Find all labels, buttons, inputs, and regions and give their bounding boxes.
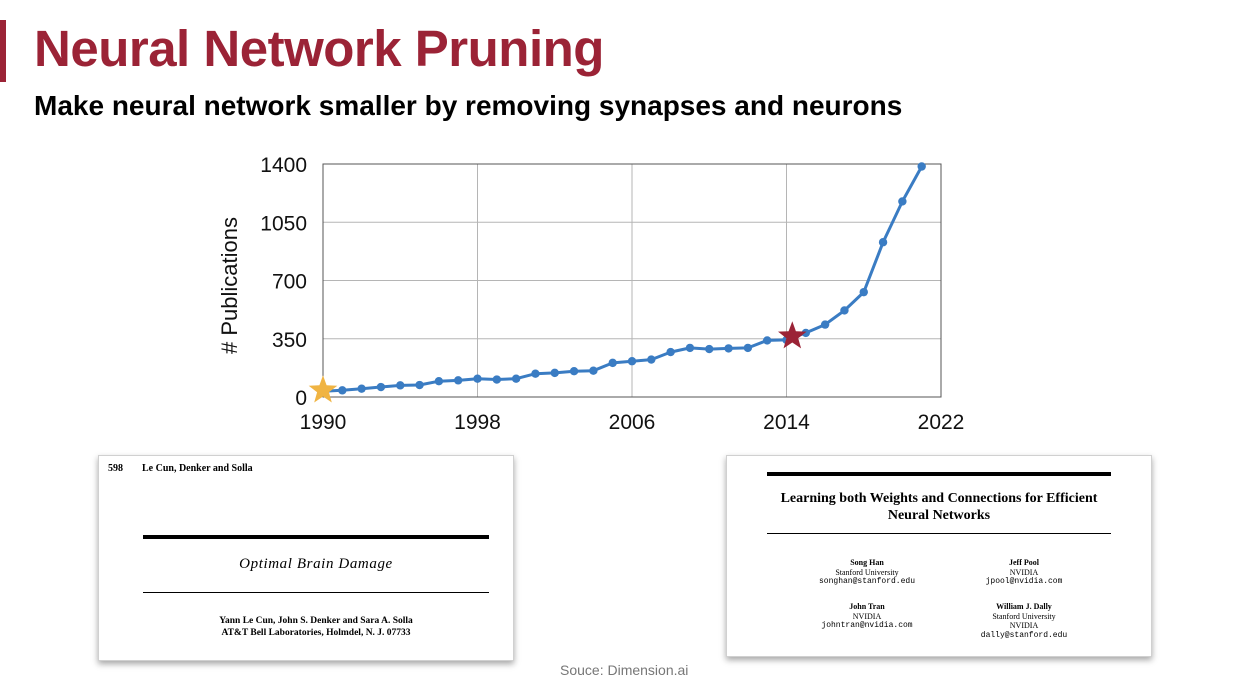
data-point	[917, 162, 926, 171]
data-point	[473, 374, 482, 383]
data-point	[511, 374, 521, 383]
y-tick-label: 700	[272, 271, 307, 294]
paper-title-line-2: Neural Networks	[887, 508, 991, 523]
data-point	[724, 344, 733, 353]
y-tick-label: 0	[295, 387, 307, 410]
paper-learning-weights-connections: Learning both Weights and Connections fo…	[726, 455, 1152, 657]
data-point	[357, 384, 366, 393]
star-marker	[308, 375, 338, 403]
author-block: Jeff Pool NVIDIA jpool@nvidia.com	[939, 558, 1109, 587]
y-axis-label: # Publications	[217, 217, 242, 354]
author-block: William J. Dally Stanford University NVI…	[939, 602, 1109, 640]
source-note: Souce: Dimension.ai	[560, 662, 689, 678]
data-point	[820, 320, 830, 329]
author-affiliation-2: NVIDIA	[1009, 621, 1039, 630]
paper-optimal-brain-damage: 598 Le Cun, Denker and Solla Optimal Bra…	[98, 455, 514, 661]
author-email: songhan@stanford.edu	[818, 577, 915, 586]
data-point	[608, 358, 617, 368]
data-point	[415, 380, 424, 390]
data-point	[859, 287, 868, 297]
series-line	[322, 165, 924, 393]
paper-authors: Yann Le Cun, John S. Denker and Sara A. …	[219, 616, 413, 626]
author-block: Song Han Stanford University songhan@sta…	[782, 558, 952, 587]
author-email: jpool@nvidia.com	[985, 577, 1063, 586]
data-point	[647, 355, 656, 364]
data-point	[878, 238, 888, 247]
data-point	[666, 347, 675, 357]
author-name: William J. Dally	[996, 602, 1052, 611]
data-point	[531, 369, 540, 378]
paper-rule-thin	[143, 592, 489, 593]
series-points	[318, 162, 926, 396]
chart-markers	[308, 321, 807, 403]
x-tick-label: 2006	[609, 411, 656, 434]
x-tick-label: 1998	[454, 411, 501, 434]
data-point	[589, 366, 598, 375]
data-point	[840, 306, 849, 315]
author-affiliation: NVIDIA	[1009, 567, 1039, 577]
author-affiliation: Stanford University	[992, 611, 1056, 621]
data-point	[762, 336, 772, 345]
data-point	[434, 376, 444, 386]
x-tick-label: 2014	[763, 411, 810, 434]
data-point	[801, 328, 811, 338]
publications-chart: 1990 1998 2006 2014 2022 0 350 700 1050 1400 # Pu…	[217, 154, 964, 434]
paper-title: Learning both Weights and Connections fo…	[757, 490, 1121, 524]
data-point	[685, 343, 695, 353]
author-block: John Tran NVIDIA johntran@nvidia.com	[782, 602, 952, 631]
paper-rule-thick	[767, 472, 1111, 476]
chart-ticks: 1990 1998 2006 2014 2022 0 350 700 1050 1400	[260, 154, 964, 434]
paper-running-head: Le Cun, Denker and Solla	[142, 463, 253, 474]
y-tick-label: 1400	[260, 154, 307, 177]
data-point	[627, 357, 637, 366]
author-email: johntran@nvidia.com	[821, 621, 913, 630]
y-tick-label: 350	[272, 329, 307, 352]
paper-page-number: 598	[108, 463, 123, 474]
data-point	[898, 197, 907, 206]
data-point	[338, 386, 347, 395]
paper-title: Optimal Brain Damage	[239, 556, 393, 572]
x-tick-label: 1990	[300, 411, 347, 434]
x-tick-label: 2022	[918, 411, 965, 434]
data-point	[492, 375, 502, 384]
title-accent-bar	[0, 20, 6, 82]
slide-title: Neural Network Pruning	[34, 20, 604, 77]
star-marker	[778, 321, 807, 349]
author-email: dally@stanford.edu	[980, 630, 1068, 640]
data-point	[376, 382, 386, 392]
author-affiliation: Stanford University	[835, 567, 899, 577]
data-point	[453, 376, 463, 385]
data-point	[705, 344, 714, 354]
data-point	[743, 343, 753, 353]
author-name: Song Han	[850, 558, 884, 567]
data-point	[569, 367, 579, 376]
paper-affiliation: AT&T Bell Laboratories, Holmdel, N. J. 0…	[221, 628, 411, 638]
paper-rule-thick	[143, 535, 489, 539]
plot-frame	[322, 163, 942, 398]
author-name: John Tran	[849, 602, 885, 611]
data-point	[550, 368, 559, 378]
author-name: Jeff Pool	[1009, 558, 1039, 567]
slide-subtitle: Make neural network smaller by removing …	[34, 90, 903, 121]
paper-title-line-1: Learning both Weights and Connections fo…	[780, 491, 1098, 506]
y-tick-label: 1050	[260, 212, 307, 235]
author-affiliation: NVIDIA	[852, 611, 882, 621]
paper-rule-thin	[767, 533, 1111, 534]
data-point	[396, 381, 405, 390]
